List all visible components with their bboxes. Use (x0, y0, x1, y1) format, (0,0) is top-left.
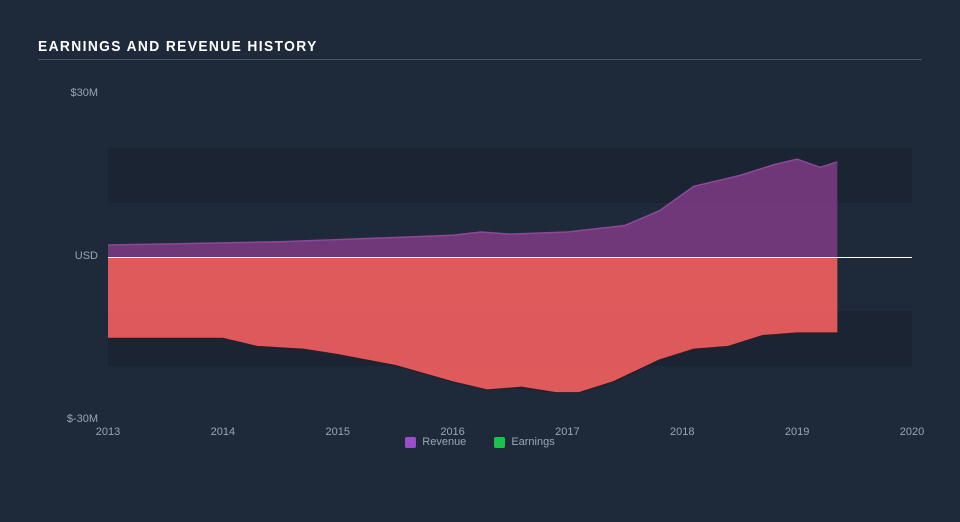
y-axis-label: $-30M (38, 413, 98, 425)
x-axis-label: 2014 (211, 426, 235, 438)
chart-title: EARNINGS AND REVENUE HISTORY (38, 38, 851, 55)
plot-area (108, 94, 912, 420)
legend-label: Earnings (511, 436, 554, 448)
zero-line (108, 257, 912, 258)
x-axis-label: 2017 (555, 426, 579, 438)
chart-container: EARNINGS AND REVENUE HISTORY RevenueEarn… (38, 38, 922, 484)
legend-swatch (494, 437, 505, 448)
x-axis-label: 2019 (785, 426, 809, 438)
legend-item-earnings: Earnings (494, 436, 554, 448)
x-axis-label: 2020 (900, 426, 924, 438)
legend-swatch (405, 437, 416, 448)
y-axis-label: USD (38, 250, 98, 262)
x-axis-label: 2016 (440, 426, 464, 438)
x-axis-label: 2015 (325, 426, 349, 438)
x-axis-label: 2018 (670, 426, 694, 438)
y-axis-label: $30M (38, 87, 98, 99)
chart-area: RevenueEarnings $-30MUSD$30M201320142015… (38, 74, 922, 448)
x-axis-label: 2013 (96, 426, 120, 438)
title-rule (38, 59, 922, 60)
series-area-earnings (108, 257, 837, 393)
